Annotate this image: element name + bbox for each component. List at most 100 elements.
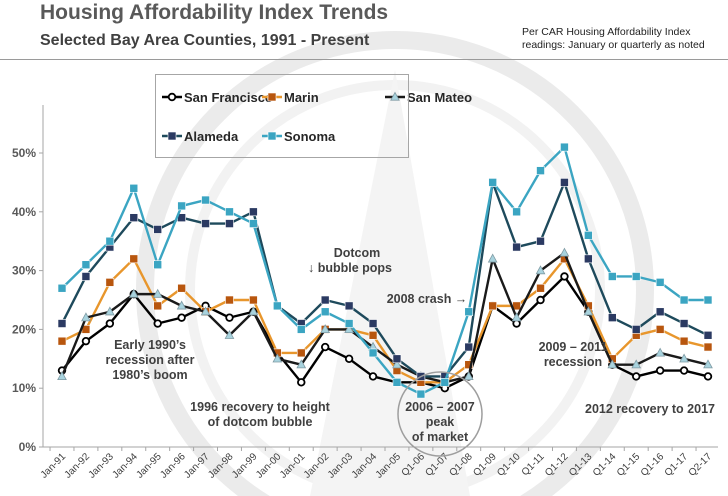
x-tick-label: Jan-03 [326, 451, 356, 481]
data-point-san-mateo [176, 300, 187, 310]
data-point-alameda [703, 330, 713, 340]
data-point-alameda [368, 319, 378, 328]
data-point-sonoma [416, 389, 426, 399]
data-point-alameda [607, 313, 617, 322]
data-point-san-mateo [583, 306, 594, 316]
x-tick-label: Q1-08 [447, 451, 475, 479]
data-point-san-mateo [463, 371, 474, 381]
data-point-san-francisco [679, 366, 689, 375]
annotation-2012-recovery: 2012 recovery to 2017 [580, 402, 720, 417]
annotation-peak-of-market: 2006 – 2007 peak of market [395, 400, 485, 445]
data-point-san-francisco [344, 354, 354, 363]
data-point-sonoma [536, 166, 545, 175]
x-tick-label: Q2-17 [687, 451, 715, 479]
annotation-line: recession after [105, 353, 195, 367]
data-point-san-mateo [272, 353, 283, 363]
legend-marker [167, 92, 177, 102]
data-point-san-mateo [487, 253, 498, 263]
x-tick-label: Q1-17 [663, 451, 691, 479]
y-tick-label: 10% [12, 381, 36, 395]
data-point-marin [703, 342, 713, 352]
data-point-sonoma [105, 236, 115, 246]
data-point-san-francisco [536, 295, 545, 305]
data-point-san-francisco [632, 372, 641, 381]
data-point-marin [57, 336, 67, 346]
data-point-san-mateo [224, 329, 235, 339]
data-point-san-mateo [296, 359, 307, 369]
data-point-sonoma [201, 195, 210, 205]
data-point-sonoma [607, 272, 617, 281]
data-point-san-mateo [81, 312, 91, 322]
x-tick-label: Jan-98 [206, 451, 236, 481]
data-point-san-mateo [679, 353, 689, 363]
header-divider [0, 59, 728, 60]
annotation-2009-2011-recession: 2009 – 2011 recession [528, 340, 618, 370]
x-tick-label: Jan-00 [254, 451, 284, 481]
data-point-alameda [225, 219, 234, 228]
peak-highlight-circle [397, 371, 483, 457]
data-point-alameda [536, 236, 545, 246]
data-point-san-francisco [368, 372, 378, 381]
data-point-marin [679, 336, 689, 346]
data-point-marin [225, 295, 234, 305]
data-point-marin [105, 278, 115, 287]
data-point-sonoma [344, 319, 354, 328]
x-tick-label: Jan-94 [110, 451, 140, 481]
legend-marker [267, 92, 277, 102]
annotation-line: Early 1990’s [114, 338, 186, 352]
legend-item-san-mateo: San Mateo [385, 90, 472, 105]
x-tick-label: Q1-11 [520, 451, 547, 478]
data-point-san-mateo [104, 306, 115, 316]
data-point-san-mateo [607, 359, 618, 369]
legend-label: Marin [284, 90, 319, 105]
data-point-san-francisco [297, 378, 306, 387]
y-tick-label: 40% [12, 205, 36, 219]
annotation-line: 1996 recovery to height [190, 400, 330, 414]
data-point-alameda [631, 325, 641, 334]
data-point-alameda [679, 319, 689, 328]
data-point-alameda [584, 254, 593, 264]
legend-marker [167, 131, 177, 141]
data-point-sonoma [320, 307, 330, 317]
data-point-san-francisco [81, 336, 91, 346]
series-line-sonoma [61, 145, 708, 396]
x-tick-label: Jan-01 [278, 451, 308, 481]
source-note: Per CAR Housing Affordability Index read… [522, 26, 705, 51]
data-point-alameda [320, 295, 330, 305]
data-point-marin [296, 348, 306, 358]
data-point-sonoma [225, 207, 234, 217]
data-point-san-mateo [128, 288, 139, 298]
annotation-line: 2006 – 2007 [405, 400, 475, 414]
data-point-alameda [249, 207, 258, 217]
legend-label: San Mateo [407, 90, 472, 105]
source-note-line-2: readings: January or quarterly as noted [522, 38, 705, 51]
data-point-sonoma [81, 260, 91, 270]
data-point-san-francisco [225, 313, 234, 322]
annotation-line: peak [425, 415, 455, 429]
data-point-san-mateo [703, 359, 713, 369]
data-point-alameda [464, 342, 474, 352]
data-point-sonoma [488, 178, 497, 187]
data-point-sonoma [392, 378, 402, 387]
x-tick-label: Jan-91 [39, 451, 69, 481]
data-point-marin [153, 301, 163, 311]
data-point-sonoma [273, 301, 282, 311]
series-line-alameda [60, 181, 709, 378]
data-point-marin [249, 295, 258, 305]
annotation-line: of market [411, 430, 469, 444]
data-point-sonoma [296, 325, 306, 334]
x-tick-label: Jan-96 [158, 451, 188, 481]
legend-item-sonoma: Sonoma [262, 129, 336, 144]
data-point-marin [129, 254, 139, 264]
data-point-alameda [153, 225, 163, 234]
data-point-alameda [392, 354, 402, 364]
annotation-dotcom: Dotcom ↓ bubble pops [300, 246, 400, 276]
data-point-san-mateo [152, 288, 163, 298]
data-point-sonoma [679, 295, 689, 305]
legend-marker [267, 131, 277, 141]
data-point-san-mateo [511, 312, 522, 322]
chart-subtitle: Selected Bay Area Counties, 1991 - Prese… [40, 32, 370, 49]
data-point-sonoma [57, 283, 67, 293]
x-tick-label: Q1-15 [615, 451, 643, 479]
